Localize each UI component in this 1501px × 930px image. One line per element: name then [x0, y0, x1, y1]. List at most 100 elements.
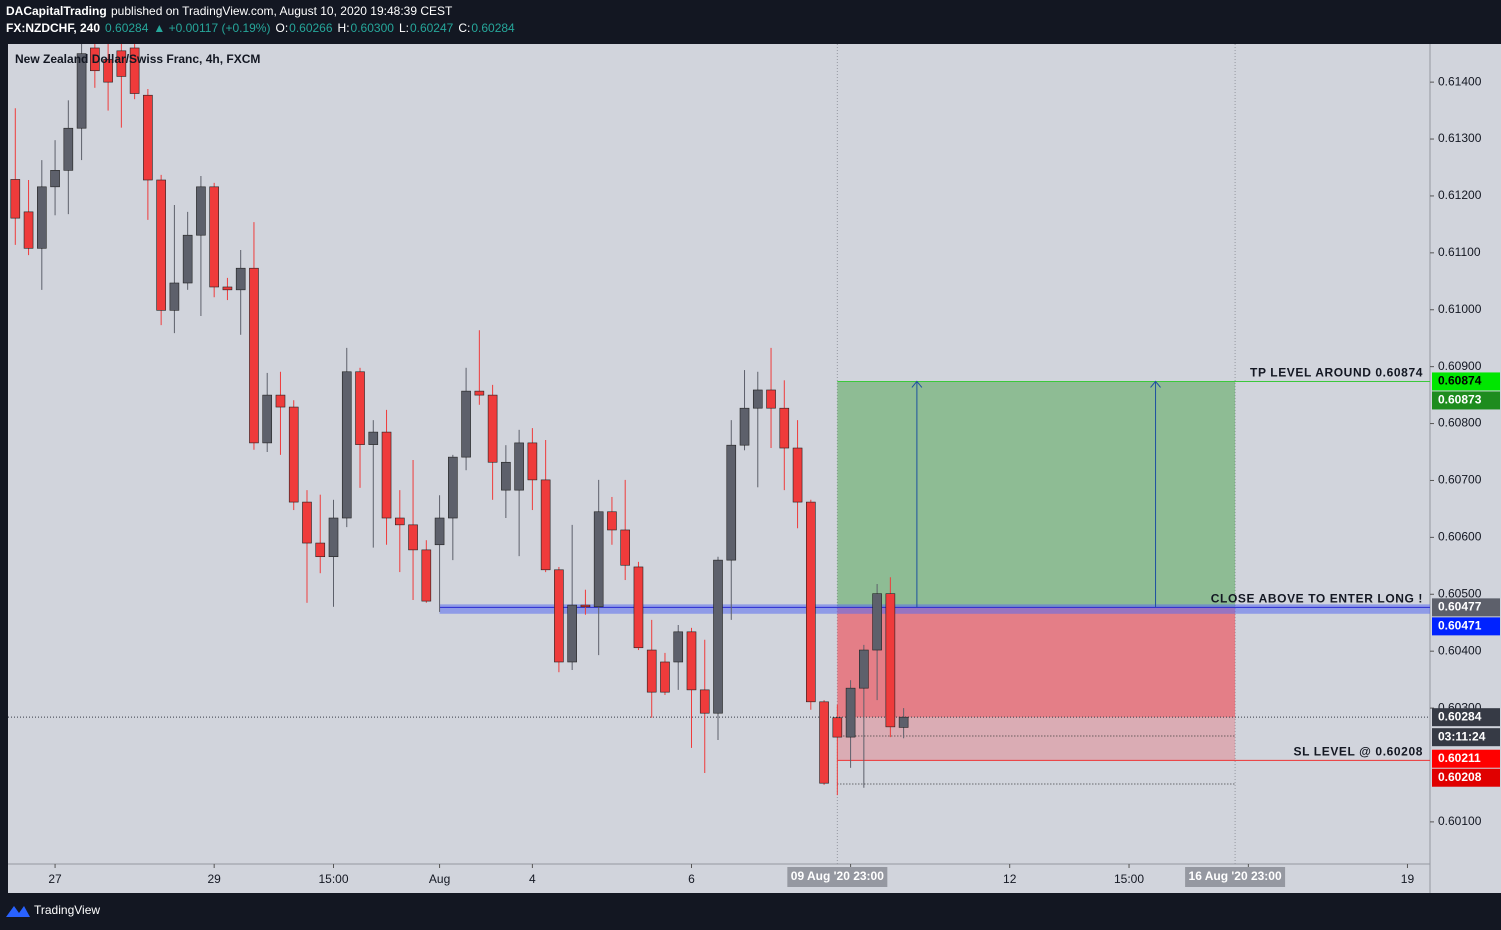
chart-title: New Zealand Dollar/Swiss Franc, 4h, FXCM	[15, 52, 260, 66]
x-tick-label: 15:00	[1114, 872, 1144, 886]
candle-body	[315, 542, 326, 558]
candle-body	[686, 631, 697, 691]
candle-body	[699, 689, 710, 714]
quote-text: FX:NZDCHF, 240	[6, 21, 100, 35]
candle-body	[116, 50, 127, 77]
quote-text: 0.60284	[471, 21, 515, 35]
candle-body	[249, 267, 259, 444]
countdown: 03:11:24	[1438, 729, 1486, 743]
price-label: 0.60208	[1438, 770, 1482, 784]
y-tick-label: 0.60100	[1438, 814, 1482, 828]
candle-body	[209, 186, 219, 288]
candle-body	[341, 371, 352, 519]
arrow-head	[911, 380, 923, 388]
candle-body	[182, 234, 193, 284]
candle-body	[567, 604, 577, 663]
candle-body	[129, 47, 140, 94]
candle-body	[23, 211, 34, 249]
candle-body	[487, 394, 498, 463]
y-tick-label: 0.61100	[1438, 245, 1481, 259]
y-tick-label: 0.60900	[1438, 359, 1482, 373]
price-label-bg	[1432, 617, 1500, 636]
candle-body	[580, 604, 591, 608]
y-tick-label: 0.60400	[1438, 643, 1482, 657]
price-label-bg	[1432, 749, 1500, 768]
brand: TradingView	[34, 903, 100, 917]
candle-body	[434, 517, 445, 546]
candle-body	[593, 511, 604, 608]
annotation: SL LEVEL @ 0.60208	[1294, 745, 1423, 759]
published: published on TradingView.com, August 10,…	[111, 4, 453, 18]
stop-zone-filled	[837, 607, 1236, 718]
price-label: 0.60471	[1438, 619, 1482, 633]
candle-body	[872, 593, 882, 651]
candle-body	[766, 389, 776, 409]
candle-body	[739, 407, 750, 446]
candle-body	[501, 461, 511, 491]
candle-body	[76, 53, 87, 129]
candle-body	[37, 186, 47, 249]
annotation: CLOSE ABOVE TO ENTER LONG !	[1211, 592, 1423, 606]
candle-body	[660, 661, 670, 693]
quote-text: 0.60300	[351, 21, 395, 35]
candle-body	[275, 394, 286, 408]
x-tick-label: 15:00	[318, 872, 348, 886]
candle-body	[713, 559, 723, 714]
time-label: 09 Aug '20 23:00	[791, 869, 884, 883]
y-tick-label: 0.60500	[1438, 586, 1482, 600]
candle-body	[169, 282, 180, 311]
candle-body	[302, 501, 312, 544]
plot-background	[8, 44, 1501, 893]
price-label: 0.60873	[1438, 393, 1482, 407]
candle-body	[90, 47, 100, 72]
time-label: 16 Aug '20 23:00	[1189, 869, 1282, 883]
candle-body	[540, 479, 551, 571]
price-label-bg	[1432, 598, 1500, 617]
candle-body	[355, 371, 365, 445]
candle-body	[620, 529, 631, 566]
price-label: 0.60874	[1438, 374, 1482, 388]
y-tick-label: 0.61200	[1438, 188, 1482, 202]
candle-body	[448, 456, 458, 519]
entry-zone	[439, 604, 1430, 614]
candle-body	[222, 286, 233, 291]
quote-text: O:	[275, 21, 288, 35]
annotation: TP LEVEL AROUND 0.60874	[1250, 366, 1423, 380]
candle-body	[792, 447, 803, 503]
candle-body	[143, 94, 153, 181]
quote-text: H:	[338, 21, 350, 35]
target-zone	[837, 381, 1236, 608]
price-label: 0.60211	[1438, 751, 1481, 765]
candle-body	[752, 389, 763, 409]
x-tick-label: 6	[688, 872, 695, 886]
x-tick-label: Aug	[429, 872, 450, 886]
y-tick-label: 0.61300	[1438, 131, 1482, 145]
candle-body	[408, 524, 418, 551]
candle-body	[50, 170, 60, 188]
candle-body	[726, 444, 737, 561]
candle-body	[196, 186, 206, 236]
y-tick-label: 0.60800	[1438, 416, 1482, 430]
publisher: DACapitalTrading	[6, 4, 107, 18]
price-label-bg	[1432, 391, 1500, 410]
candle-body	[461, 390, 471, 458]
y-tick-label: 0.60600	[1438, 530, 1482, 544]
candle-body	[156, 179, 166, 311]
candle-body	[381, 431, 392, 519]
quote-text: ▲ +0.00117 (+0.19%)	[153, 21, 270, 35]
candle-body	[806, 501, 816, 703]
candle-body	[859, 649, 869, 689]
arrow-head	[1150, 380, 1161, 388]
candle-body	[368, 431, 379, 445]
logo	[6, 906, 30, 917]
y-tick-label: 0.60700	[1438, 473, 1482, 487]
candle-body	[845, 687, 856, 738]
quote-text: C:	[458, 21, 470, 35]
price-label: 0.60284	[1438, 709, 1482, 723]
candle-body	[514, 442, 524, 491]
y-tick-label: 0.61000	[1438, 302, 1482, 316]
candle-body	[63, 127, 74, 171]
candle-body	[779, 407, 790, 449]
candle-body	[235, 267, 246, 291]
